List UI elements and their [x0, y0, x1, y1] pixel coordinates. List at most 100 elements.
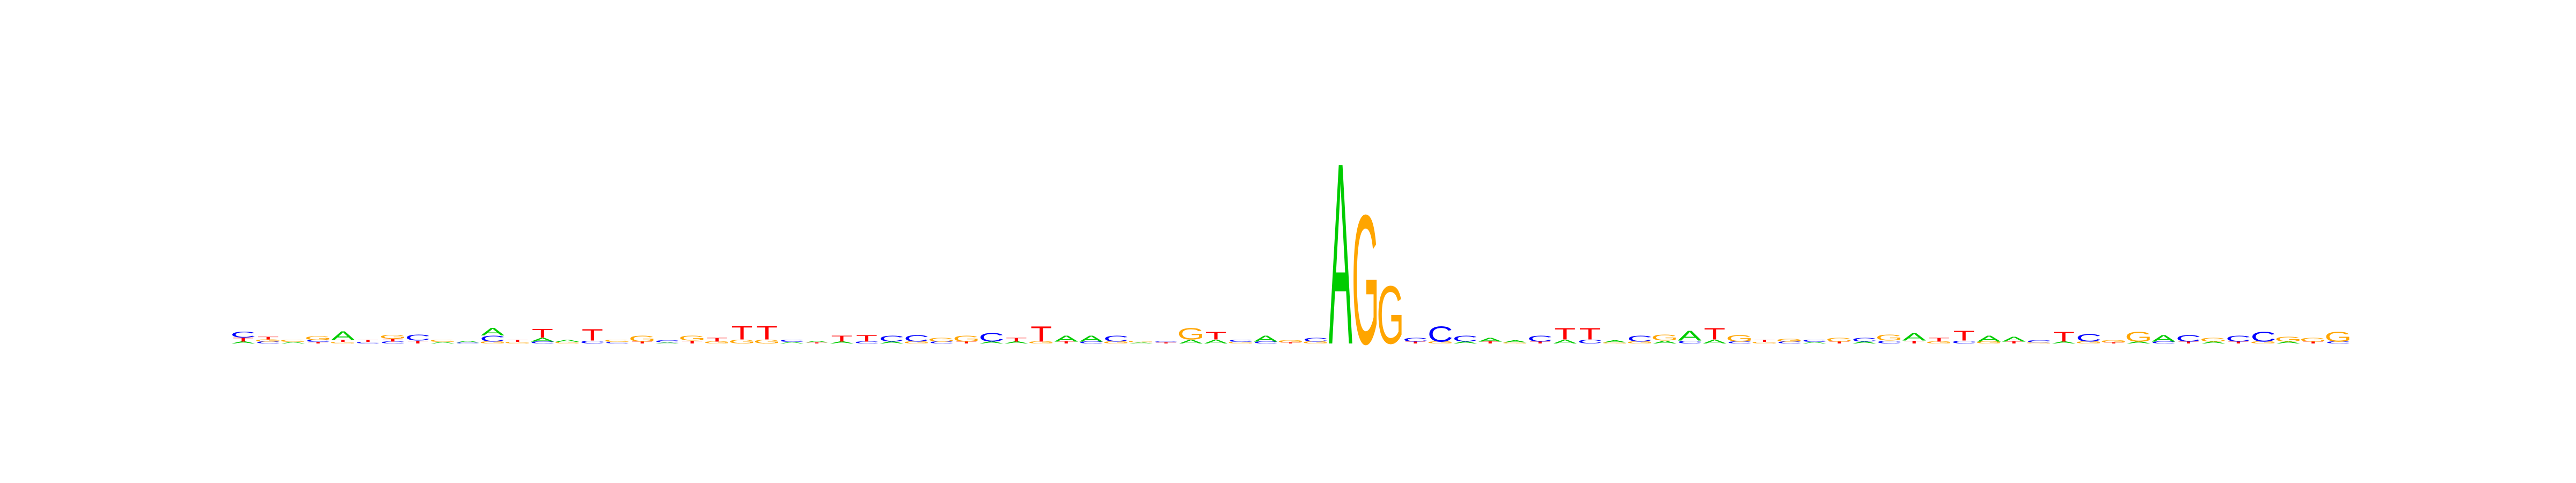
logo-letter-A-pos35: A — [1079, 334, 1103, 343]
logo-letter-C-pos81: C — [2226, 334, 2251, 343]
logo-letter-G-pos56: G — [1601, 342, 1628, 343]
logo-letter-G-pos76: G — [2100, 340, 2127, 343]
logo-letter-C-pos7: C — [380, 341, 406, 344]
logo-letter-C-pos38: C — [1153, 341, 1179, 342]
logo-letter-G-pos85: G — [2324, 329, 2352, 345]
logo-letter-C-pos16: C — [604, 341, 630, 344]
logo-letter-A-pos34: A — [1055, 334, 1078, 343]
logo-letter-T-pos43: T — [1280, 342, 1301, 343]
logo-letter-C-pos10: C — [455, 342, 481, 343]
logo-letter-C-pos6: C — [355, 341, 381, 344]
logo-letter-T-pos26: T — [856, 333, 877, 343]
logo-letter-T-pos2: T — [258, 336, 279, 341]
logo-letter-C-pos49: C — [1428, 321, 1453, 346]
logo-letter-T-pos4: T — [308, 341, 329, 344]
logo-letter-G-pos30: G — [953, 334, 980, 343]
logo-letter-C-pos41: C — [1228, 339, 1254, 342]
logo-letter-T-pos20: T — [706, 336, 728, 343]
logo-letter-C-pos78: C — [2151, 341, 2177, 344]
logo-letter-G-pos33: G — [1028, 341, 1055, 344]
logo-letter-G-pos47: G — [1377, 269, 1404, 362]
logo-letter-G-pos80: G — [2200, 336, 2227, 343]
logo-letter-T-pos1: T — [232, 336, 254, 343]
logo-letter-C-pos57: C — [1627, 334, 1653, 343]
logo-letter-A-pos64: A — [1803, 341, 1827, 344]
logo-letter-G-pos16: G — [604, 339, 631, 342]
logo-letter-G-pos3: G — [280, 339, 307, 342]
logo-letter-C-pos70: C — [1951, 340, 1977, 345]
logo-letter-T-pos69: T — [1928, 336, 1950, 343]
logo-letter-C-pos11: C — [480, 334, 506, 343]
logo-letter-G-pos2: G — [254, 339, 282, 342]
logo-letter-A-pos13: A — [531, 336, 555, 343]
logo-letter-C-pos85: C — [2325, 341, 2351, 344]
logo-letter-C-pos67: C — [1877, 340, 1902, 345]
logo-letter-A-pos27: A — [880, 341, 904, 344]
logo-letter-G-pos22: G — [753, 339, 780, 345]
logo-letter-A-pos52: A — [1503, 340, 1527, 343]
logo-letter-T-pos25: T — [831, 334, 852, 343]
logo-letter-T-pos40: T — [1205, 330, 1226, 342]
logo-letter-A-pos58: A — [1653, 340, 1677, 345]
logo-letter-T-pos84: T — [2302, 341, 2324, 344]
logo-letter-G-pos82: G — [2250, 341, 2277, 344]
logo-letter-A-pos24: A — [805, 340, 829, 343]
logo-letter-C-pos50: C — [1452, 334, 1478, 343]
logo-letter-A-pos80: A — [2201, 341, 2226, 344]
logo-letter-C-pos82: C — [2251, 329, 2277, 345]
logo-letter-G-pos44: G — [1302, 341, 1329, 344]
logo-letter-T-pos60: T — [1704, 324, 1725, 343]
logo-letter-G-pos52: G — [1502, 342, 1529, 343]
logo-letter-A-pos56: A — [1603, 340, 1627, 343]
logo-letter-G-pos71: G — [1975, 341, 2003, 344]
logo-letter-T-pos13: T — [532, 326, 553, 340]
logo-letter-A-pos71: A — [1977, 334, 2001, 343]
logo-letter-C-pos66: C — [1851, 336, 1877, 343]
logo-letter-G-pos63: G — [1776, 338, 1803, 342]
logo-letter-A-pos14: A — [555, 339, 580, 342]
logo-letter-T-pos53: T — [1529, 341, 1551, 344]
logo-letter-T-pos68: T — [1904, 340, 1925, 345]
logo-letter-G-pos4: G — [304, 335, 332, 341]
logo-letter-C-pos2: C — [255, 341, 281, 344]
logo-letter-A-pos68: A — [1902, 331, 1927, 343]
logo-letter-T-pos7: T — [382, 338, 404, 342]
logo-letter-A-pos5: A — [331, 329, 355, 343]
logo-letter-A-pos45: A — [1329, 109, 1352, 399]
logo-letter-C-pos4: C — [305, 339, 331, 342]
logo-letter-G-pos36: G — [1102, 341, 1130, 344]
logo-letter-A-pos31: A — [979, 341, 1004, 344]
logo-letter-G-pos39: G — [1177, 324, 1204, 343]
logo-letter-G-pos58: G — [1651, 333, 1678, 342]
logo-letter-G-pos9: G — [429, 339, 456, 342]
logo-letter-C-pos44: C — [1303, 336, 1329, 343]
logo-letter-A-pos39: A — [1179, 339, 1203, 345]
logo-letter-C-pos1: C — [230, 330, 256, 339]
logo-letter-G-pos41: G — [1227, 341, 1254, 344]
logo-letter-T-pos72: T — [2003, 341, 2025, 344]
logo-letter-A-pos18: A — [655, 342, 679, 343]
logo-letter-G-pos28: G — [903, 341, 930, 344]
logo-letter-G-pos20: G — [704, 341, 731, 344]
logo-letter-A-pos9: A — [431, 341, 455, 344]
logo-letter-G-pos67: G — [1876, 333, 1903, 342]
logo-letter-A-pos10: A — [456, 340, 480, 343]
logo-letter-G-pos46: G — [1352, 177, 1379, 383]
logo-letter-G-pos84: G — [2300, 336, 2327, 343]
logo-letter-C-pos61: C — [1727, 341, 1753, 344]
logo-letter-A-pos50: A — [1453, 341, 1477, 344]
logo-letter-A-pos37: A — [1129, 342, 1153, 343]
logo-letter-C-pos53: C — [1527, 334, 1553, 343]
logo-letter-T-pos76: T — [2103, 342, 2124, 343]
logo-letter-G-pos57: G — [1626, 341, 1653, 344]
logo-letter-C-pos28: C — [904, 333, 930, 343]
logo-letter-T-pos65: T — [1828, 341, 1850, 344]
logo-letter-G-pos37: G — [1128, 340, 1155, 343]
logo-letter-C-pos48: C — [1403, 336, 1429, 343]
logo-letter-C-pos13: C — [530, 341, 555, 344]
logo-letter-C-pos15: C — [580, 340, 605, 345]
logo-letter-C-pos36: C — [1103, 334, 1129, 343]
logo-letter-G-pos83: G — [2274, 335, 2302, 343]
logo-letter-T-pos32: T — [1006, 336, 1027, 343]
